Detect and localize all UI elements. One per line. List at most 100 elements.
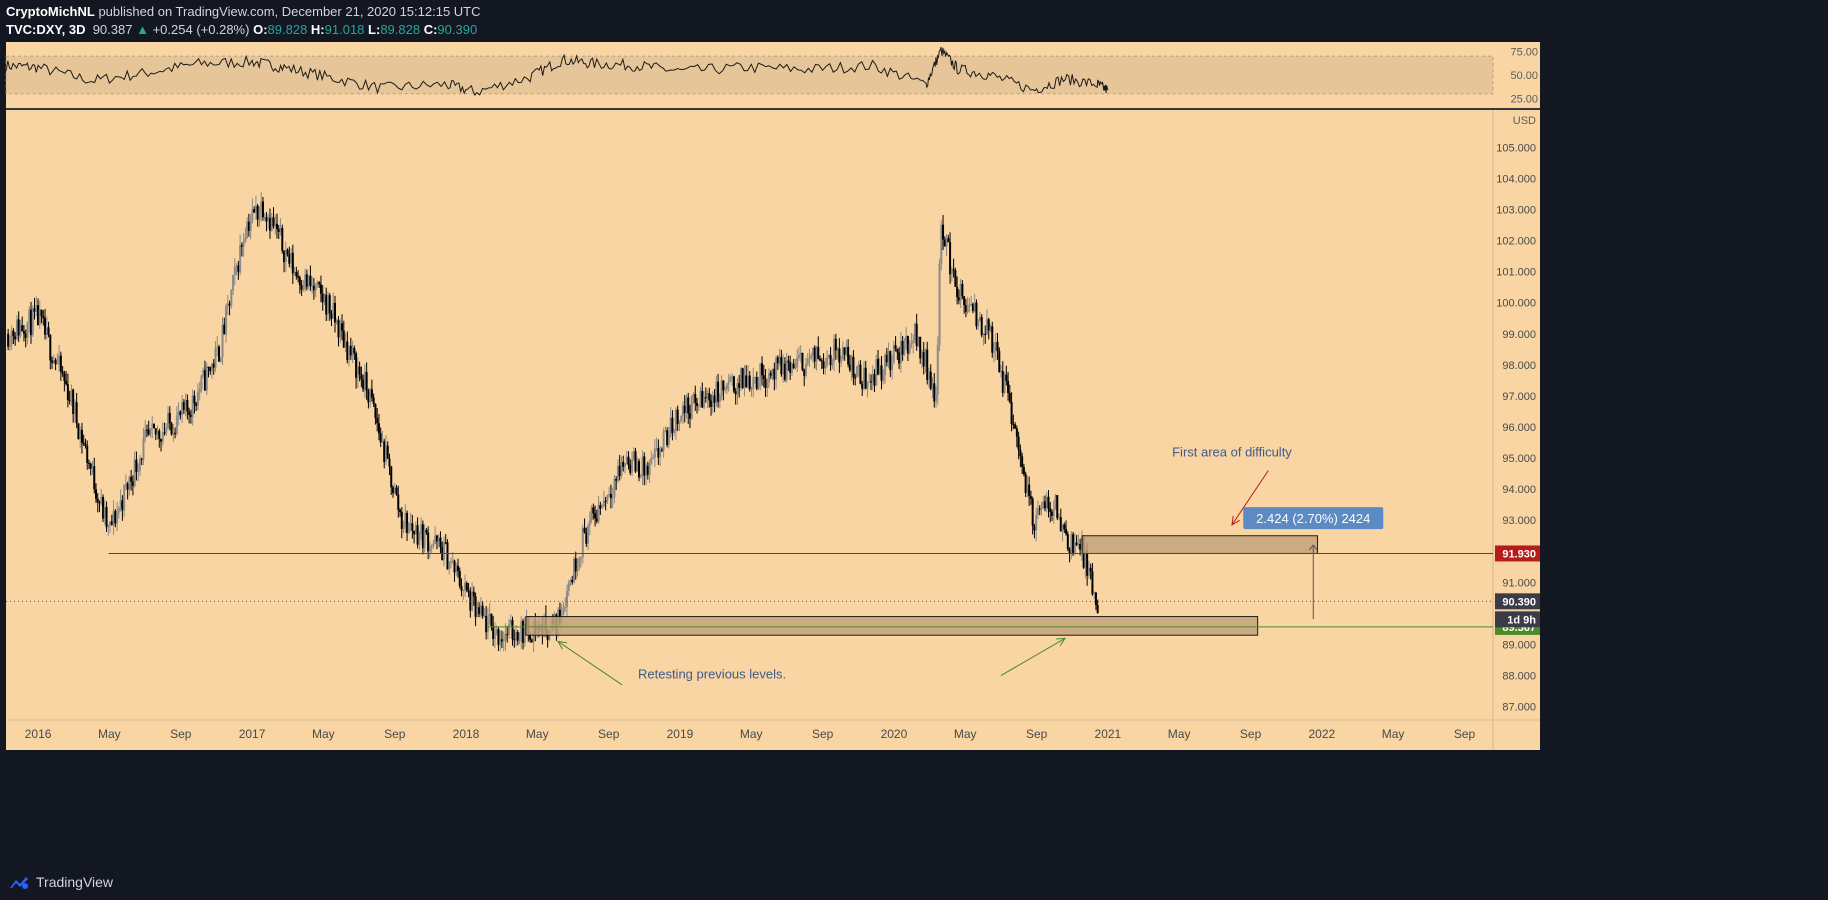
candle-body: [674, 409, 677, 432]
candle-body: [685, 397, 688, 413]
candle-body: [676, 409, 679, 425]
candle-body: [950, 269, 953, 275]
candle-body: [681, 405, 684, 416]
candle-body: [22, 331, 25, 334]
time-tick-label: May: [954, 727, 977, 741]
candle-body: [397, 494, 400, 510]
candle-body: [363, 371, 366, 390]
candle-body: [485, 615, 488, 633]
support-zone: [525, 616, 1259, 636]
candle-body: [261, 201, 264, 218]
candle-body: [337, 320, 340, 338]
candle-body: [312, 285, 315, 291]
candle-body: [29, 309, 32, 336]
candle-body: [460, 586, 463, 591]
candle-body: [70, 389, 73, 401]
candle-body: [179, 411, 182, 415]
candle-body: [905, 336, 908, 343]
candle-body: [1014, 424, 1017, 429]
candle-body: [418, 534, 421, 545]
candle-body: [982, 333, 985, 336]
candle-body: [964, 305, 967, 312]
candle-body: [1070, 534, 1073, 554]
candle-body: [300, 285, 303, 290]
publisher-name[interactable]: CryptoMichNL: [6, 4, 95, 19]
candle-body: [188, 411, 191, 415]
candle-body: [1033, 525, 1036, 531]
candle-body: [746, 375, 749, 388]
candle-body: [1038, 508, 1041, 510]
candle-body: [1049, 508, 1052, 513]
candle-body: [611, 496, 614, 499]
candle-body: [650, 458, 653, 464]
candle-body: [787, 360, 790, 363]
candle-body: [123, 485, 126, 511]
candle-body: [462, 589, 465, 591]
candle-body: [906, 336, 909, 354]
candle-body: [181, 402, 184, 415]
candle-body: [936, 344, 939, 395]
candle-body: [263, 217, 266, 219]
candle-body: [384, 445, 387, 462]
candle-body: [138, 458, 141, 471]
symbol-label[interactable]: TVC:DXY, 3D: [6, 22, 86, 37]
price-chart[interactable]: 75.00 50.00 25.00 USD 105.000 104.000 103.000 1…: [0, 42, 1828, 866]
candle-body: [260, 201, 263, 212]
candle-body: [616, 465, 619, 481]
candle-body: [1091, 571, 1094, 595]
candle-body: [330, 313, 333, 319]
candle-body: [428, 546, 431, 552]
candle-body: [1072, 534, 1075, 553]
candle-body: [804, 364, 807, 376]
candle-body: [697, 405, 700, 407]
candle-body: [1019, 449, 1022, 457]
candle-body: [499, 639, 502, 645]
candle-body: [667, 435, 670, 446]
candle-body: [1047, 496, 1050, 509]
candle-body: [790, 363, 793, 373]
candle-body: [351, 347, 354, 356]
candle-body: [754, 377, 757, 379]
chart-area[interactable]: 75.00 50.00 25.00 USD 105.000 104.000 103.000 1…: [0, 42, 1828, 866]
candle-body: [920, 352, 923, 359]
candle-body: [748, 375, 751, 390]
candle-body: [771, 368, 774, 376]
candle-body: [196, 392, 199, 406]
candle-body: [367, 390, 370, 403]
candle-body: [203, 370, 206, 391]
candle-body: [994, 341, 997, 351]
candle-body: [221, 324, 224, 358]
candle-body: [406, 512, 409, 533]
candle-body: [783, 363, 786, 380]
candle-body: [588, 520, 591, 526]
candle-body: [815, 346, 818, 362]
candle-body: [251, 209, 254, 221]
candle-body: [961, 283, 964, 297]
candle-body: [1029, 496, 1032, 499]
candle-body: [708, 393, 711, 401]
candle-body: [885, 355, 888, 363]
measure-arrow-icon: [1308, 544, 1318, 551]
tradingview-logo[interactable]: TradingView: [8, 874, 113, 890]
candle-body: [383, 441, 386, 462]
candle-body: [86, 445, 89, 463]
candle-body: [493, 633, 496, 639]
candle-body: [778, 356, 781, 364]
candle-body: [309, 275, 312, 286]
candle-body: [430, 545, 433, 547]
candle-body: [975, 302, 978, 327]
candle-body: [973, 302, 976, 312]
candle-body: [764, 378, 767, 389]
candle-body: [618, 465, 621, 476]
candle-body: [834, 338, 837, 351]
candle-body: [1015, 428, 1018, 437]
candle-body: [908, 344, 911, 354]
candle-body: [1026, 484, 1029, 493]
candle-body: [873, 373, 876, 386]
time-tick-label: May: [1168, 727, 1191, 741]
candle-body: [899, 340, 902, 364]
candle-body: [978, 317, 981, 321]
candle-body: [193, 395, 196, 404]
candle-body: [439, 537, 442, 547]
candle-body: [358, 366, 361, 374]
